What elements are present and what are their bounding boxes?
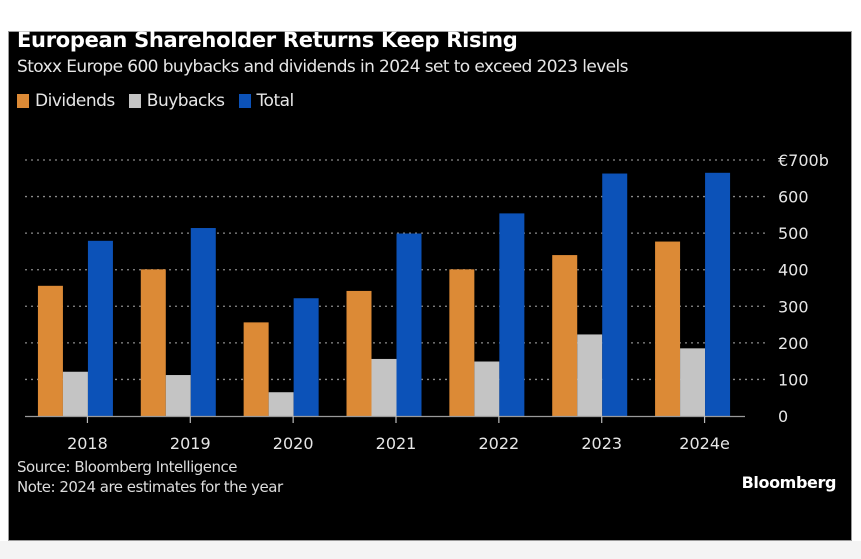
bar-dividends-2018 [37, 285, 63, 416]
bar-dividends-2024e [655, 241, 681, 416]
bar-buybacks-2024e [680, 348, 706, 416]
estimate-note: Note: 2024 are estimates for the year [17, 478, 283, 496]
legend-label-dividends: Dividends [35, 91, 115, 111]
bar-dividends-2020 [243, 322, 269, 416]
bar-dividends-2022 [449, 269, 475, 416]
x-tick-label: 2022 [478, 434, 519, 453]
bar-dividends-2021 [346, 290, 372, 416]
bar-total-2023 [602, 173, 628, 416]
bar-buybacks-2023 [577, 334, 603, 416]
y-tick-label: 0 [778, 407, 788, 426]
x-tick-label: 2021 [376, 434, 417, 453]
bar-total-2022 [499, 213, 525, 416]
chart-footer: Source: Bloomberg Intelligence Note: 202… [17, 457, 283, 497]
bar-buybacks-2018 [62, 371, 88, 416]
bloomberg-logo: Bloomberg [741, 473, 837, 492]
x-tick-label: 2019 [170, 434, 211, 453]
legend-swatch-buybacks [128, 94, 141, 108]
x-tick-label: 2018 [67, 434, 108, 453]
legend-item-dividends: Dividends [17, 91, 115, 111]
bar-total-2018 [87, 240, 113, 416]
bar-total-2020 [293, 298, 319, 416]
legend-swatch-total [238, 94, 251, 108]
legend-label-total: Total [256, 91, 295, 111]
x-tick-label: 2024e [679, 434, 730, 453]
bar-dividends-2023 [552, 255, 578, 416]
chart-subtitle: Stoxx Europe 600 buybacks and dividends … [17, 57, 629, 77]
bar-buybacks-2022 [474, 361, 500, 416]
legend: Dividends Buybacks Total [17, 91, 308, 111]
chart-title: European Shareholder Returns Keep Rising [17, 28, 518, 52]
bar-buybacks-2019 [165, 375, 191, 416]
y-tick-label: 100 [778, 370, 809, 389]
legend-label-buybacks: Buybacks [146, 91, 225, 111]
bar-total-2024e [705, 172, 731, 416]
y-tick-label: 400 [778, 261, 809, 280]
bar-total-2019 [190, 228, 216, 416]
bar-buybacks-2020 [268, 392, 294, 416]
x-tick-label: 2023 [581, 434, 622, 453]
y-tick-label: €700b [778, 151, 829, 170]
source-note: Source: Bloomberg Intelligence [17, 458, 237, 476]
bar-buybacks-2021 [371, 358, 397, 416]
legend-item-total: Total [238, 91, 295, 111]
y-tick-label: 600 [778, 188, 809, 207]
bar-dividends-2019 [140, 269, 166, 416]
y-tick-label: 300 [778, 297, 809, 316]
y-tick-label: 500 [778, 224, 809, 243]
bar-total-2021 [396, 233, 422, 416]
y-tick-label: 200 [778, 334, 809, 353]
x-tick-label: 2020 [273, 434, 314, 453]
legend-item-buybacks: Buybacks [128, 91, 225, 111]
legend-swatch-dividends [17, 94, 29, 108]
page-background-strip [0, 541, 861, 559]
